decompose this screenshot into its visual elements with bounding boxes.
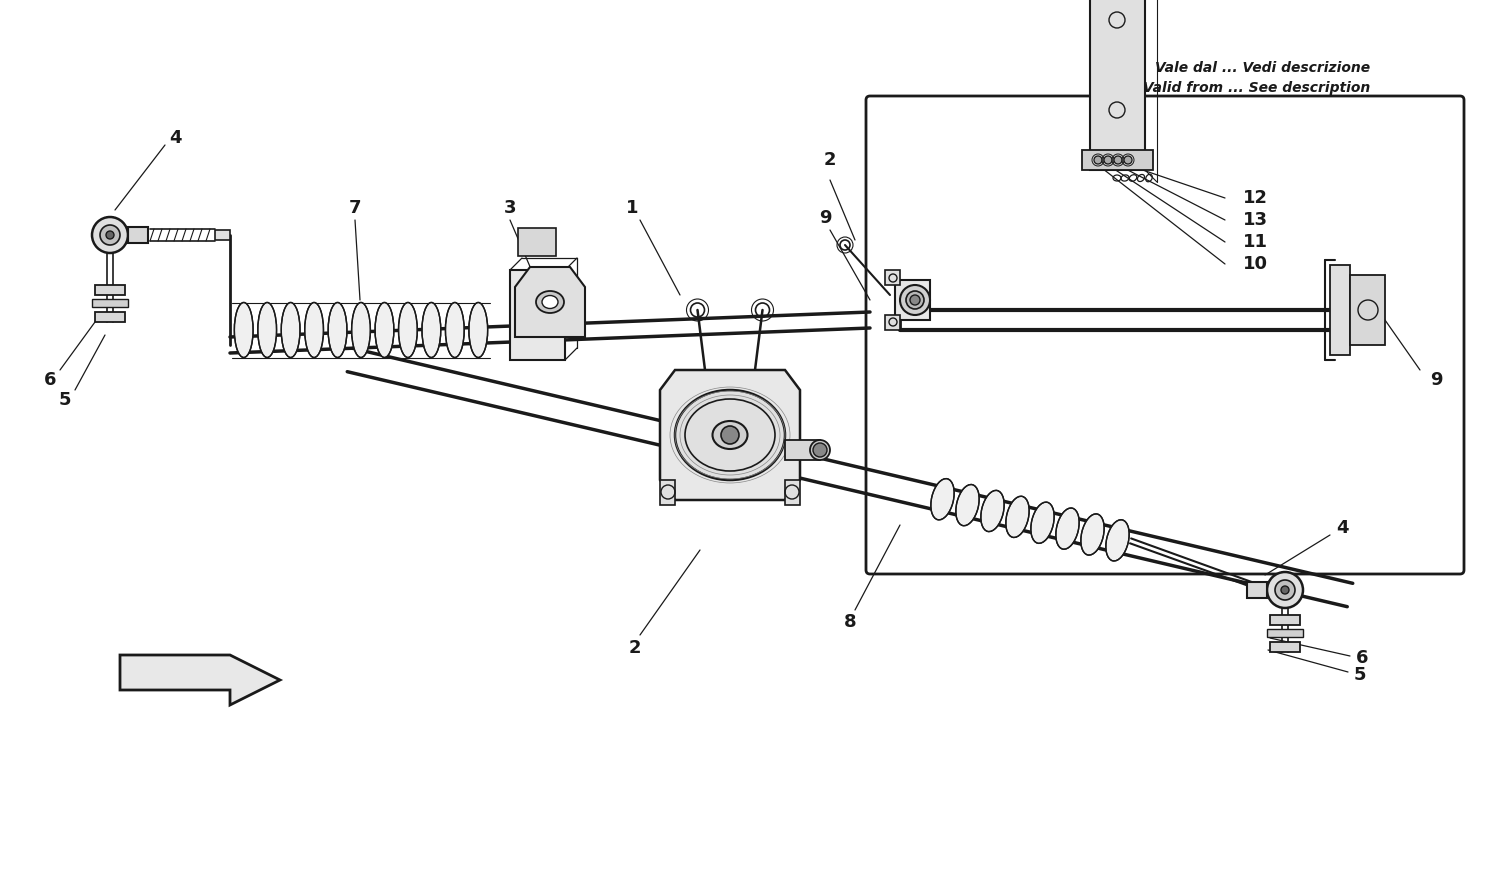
Polygon shape	[1330, 265, 1350, 355]
Polygon shape	[660, 480, 675, 505]
Ellipse shape	[530, 309, 544, 321]
Polygon shape	[1246, 582, 1268, 598]
Ellipse shape	[446, 303, 464, 357]
Circle shape	[100, 225, 120, 245]
Text: 9: 9	[1430, 371, 1443, 389]
Text: 12: 12	[1244, 189, 1268, 207]
Ellipse shape	[956, 485, 980, 526]
Text: 5: 5	[58, 391, 72, 409]
Ellipse shape	[900, 285, 930, 315]
Ellipse shape	[351, 303, 370, 357]
Text: 5: 5	[1353, 666, 1366, 684]
Ellipse shape	[536, 291, 564, 313]
Ellipse shape	[1007, 496, 1029, 537]
Text: 9: 9	[819, 209, 831, 227]
Text: 13: 13	[1244, 211, 1268, 229]
Ellipse shape	[375, 303, 394, 357]
Circle shape	[910, 295, 920, 305]
Ellipse shape	[282, 303, 300, 357]
Circle shape	[1094, 156, 1102, 164]
Bar	[94, 312, 124, 322]
Circle shape	[92, 217, 128, 253]
Ellipse shape	[810, 440, 830, 460]
Text: 10: 10	[1244, 255, 1268, 273]
Text: 3: 3	[504, 199, 516, 217]
Circle shape	[1114, 156, 1122, 164]
Bar	[518, 228, 556, 256]
Circle shape	[1275, 580, 1294, 600]
Ellipse shape	[258, 303, 276, 357]
Polygon shape	[120, 655, 280, 705]
Ellipse shape	[234, 303, 254, 357]
Ellipse shape	[422, 303, 441, 357]
Circle shape	[1281, 586, 1288, 594]
Text: 7: 7	[350, 199, 361, 217]
Polygon shape	[128, 227, 148, 243]
Polygon shape	[885, 270, 900, 285]
Circle shape	[1124, 156, 1132, 164]
Circle shape	[722, 426, 740, 444]
Ellipse shape	[328, 303, 346, 357]
Ellipse shape	[470, 303, 488, 357]
Ellipse shape	[542, 296, 558, 308]
Ellipse shape	[399, 303, 417, 357]
Text: 11: 11	[1244, 233, 1268, 251]
Ellipse shape	[525, 305, 549, 325]
Bar	[92, 299, 128, 307]
Bar	[1270, 642, 1300, 652]
Ellipse shape	[1056, 508, 1078, 549]
Bar	[94, 285, 124, 295]
Text: Vale dal ... Vedi descrizione: Vale dal ... Vedi descrizione	[1155, 61, 1370, 75]
Text: 4: 4	[170, 129, 182, 147]
Polygon shape	[510, 270, 566, 360]
Ellipse shape	[712, 421, 747, 449]
Ellipse shape	[675, 390, 784, 480]
Ellipse shape	[304, 303, 324, 357]
Bar	[1268, 629, 1304, 637]
FancyBboxPatch shape	[865, 96, 1464, 574]
Circle shape	[106, 231, 114, 239]
Circle shape	[1104, 156, 1112, 164]
Text: 6: 6	[44, 371, 57, 389]
Ellipse shape	[1082, 514, 1104, 555]
Text: 2: 2	[628, 639, 640, 657]
Bar	[1270, 615, 1300, 625]
Circle shape	[813, 443, 826, 457]
Text: 8: 8	[843, 613, 856, 631]
Ellipse shape	[1030, 503, 1054, 544]
Text: 2: 2	[824, 151, 836, 169]
Polygon shape	[885, 315, 900, 330]
Polygon shape	[214, 230, 230, 240]
Polygon shape	[784, 480, 800, 505]
Text: 4: 4	[1335, 519, 1348, 537]
Circle shape	[1268, 572, 1304, 608]
Ellipse shape	[981, 490, 1004, 532]
Ellipse shape	[1106, 519, 1130, 561]
Polygon shape	[896, 280, 930, 320]
Ellipse shape	[906, 291, 924, 309]
Polygon shape	[660, 370, 800, 500]
Polygon shape	[514, 267, 585, 337]
Text: 6: 6	[1356, 649, 1368, 667]
Polygon shape	[1090, 0, 1144, 170]
Text: 1: 1	[626, 199, 638, 217]
Polygon shape	[1082, 150, 1154, 170]
Polygon shape	[784, 440, 820, 460]
Text: Valid from ... See description: Valid from ... See description	[1143, 81, 1370, 95]
Polygon shape	[1350, 275, 1384, 345]
Ellipse shape	[932, 478, 954, 519]
